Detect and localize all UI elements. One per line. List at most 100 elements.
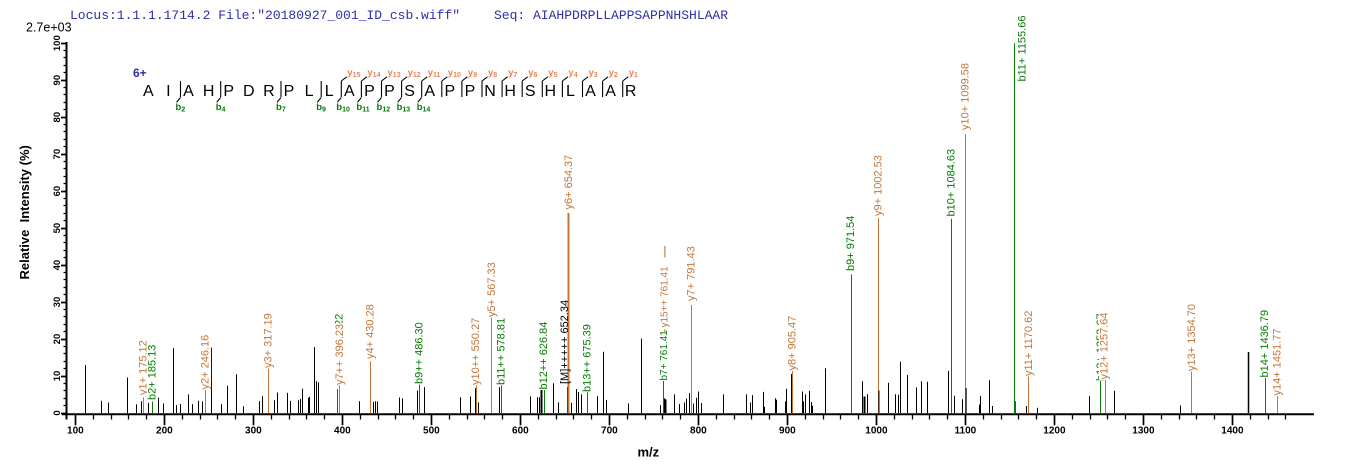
svg-text:[M]+++++ 652.34: [M]+++++ 652.34	[559, 300, 571, 384]
svg-text:y6: y6	[528, 68, 537, 80]
svg-text:y10+ 1099.58: y10+ 1099.58	[960, 63, 972, 130]
svg-text:I: I	[166, 83, 170, 100]
svg-text:Relative Intensity (%): Relative Intensity (%)	[17, 145, 32, 279]
svg-text:y15++ 761.41: y15++ 761.41	[660, 266, 671, 328]
svg-text:b11: b11	[356, 102, 369, 114]
svg-text:20: 20	[52, 334, 63, 345]
svg-text:b9++ 486.30: b9++ 486.30	[413, 322, 425, 384]
svg-text:y8+ 905.47: y8+ 905.47	[786, 316, 798, 371]
svg-text:b7+ 761.41: b7+ 761.41	[659, 330, 670, 381]
svg-text:y12: y12	[408, 68, 421, 80]
svg-text:500: 500	[423, 425, 440, 436]
svg-text:y2: y2	[609, 68, 618, 80]
svg-text:b10: b10	[336, 102, 350, 114]
svg-text:y8: y8	[488, 68, 497, 80]
svg-text:70: 70	[52, 149, 63, 160]
svg-text:y2+ 246.16: y2+ 246.16	[200, 335, 212, 390]
svg-text:10: 10	[52, 371, 63, 382]
svg-text:P: P	[364, 83, 375, 100]
svg-text:D: D	[243, 83, 255, 100]
svg-text:S: S	[404, 83, 415, 100]
svg-text:700: 700	[601, 425, 618, 436]
svg-text:A: A	[424, 83, 435, 100]
svg-text:1400: 1400	[1221, 425, 1244, 436]
svg-text:y9: y9	[468, 68, 477, 80]
svg-text:60: 60	[52, 186, 63, 197]
svg-text:100: 100	[52, 35, 63, 51]
svg-text:2.7e+03: 2.7e+03	[26, 21, 72, 35]
svg-text:y3: y3	[589, 68, 598, 80]
svg-text:A: A	[143, 83, 154, 100]
svg-text:6+: 6+	[133, 66, 147, 80]
svg-text:A: A	[585, 83, 596, 100]
svg-text:b11++ 578.81: b11++ 578.81	[496, 318, 508, 385]
svg-text:R: R	[263, 83, 275, 100]
svg-text:b2+ 185.13: b2+ 185.13	[147, 345, 159, 400]
svg-text:y14+ 1451.77: y14+ 1451.77	[1271, 329, 1283, 396]
svg-text:1300: 1300	[1132, 425, 1155, 436]
svg-text:100: 100	[67, 425, 84, 436]
svg-text:b13++ 675.39: b13++ 675.39	[582, 324, 594, 392]
svg-text:y15: y15	[347, 68, 360, 80]
svg-text:b12: b12	[377, 102, 391, 114]
svg-text:A: A	[344, 83, 355, 100]
svg-text:L: L	[566, 83, 575, 100]
svg-text:y11+ 1170.62: y11+ 1170.62	[1023, 311, 1035, 376]
svg-text:80: 80	[52, 112, 63, 123]
svg-text:Seq: AIAHPDRPLLAPPSAPPNHSHLAAR: Seq: AIAHPDRPLLAPPSAPPNHSHLAAR	[494, 8, 728, 23]
svg-text:y7: y7	[508, 68, 517, 80]
svg-text:H: H	[203, 83, 215, 100]
svg-text:22: 22	[334, 314, 346, 326]
svg-text:b12++ 626.84: b12++ 626.84	[538, 322, 550, 390]
svg-text:0: 0	[52, 410, 63, 415]
svg-text:S: S	[525, 83, 536, 100]
svg-text:b14: b14	[417, 102, 431, 114]
svg-text:y14: y14	[367, 68, 380, 80]
svg-text:L: L	[305, 83, 314, 100]
svg-text:y13: y13	[388, 68, 401, 80]
svg-text:y1+ 175.12: y1+ 175.12	[137, 340, 149, 395]
svg-text:b9+ 971.54: b9+ 971.54	[845, 216, 857, 271]
svg-text:y5: y5	[548, 68, 557, 80]
svg-text:b9: b9	[316, 102, 326, 114]
svg-text:300: 300	[245, 425, 262, 436]
svg-text:40: 40	[52, 260, 63, 271]
svg-text:P: P	[384, 83, 395, 100]
svg-text:y10++ 550.27: y10++ 550.27	[470, 318, 482, 385]
svg-text:30: 30	[52, 297, 63, 308]
svg-text:50: 50	[52, 223, 63, 234]
svg-text:m/z: m/z	[638, 444, 660, 459]
svg-text:b4: b4	[216, 102, 226, 114]
svg-text:Locus:1.1.1.1714.2 File:"20180: Locus:1.1.1.1714.2 File:"20180927_001_ID…	[70, 8, 460, 23]
svg-text:N: N	[484, 83, 496, 100]
svg-text:y12+ 1257.64: y12+ 1257.64	[1099, 313, 1111, 380]
svg-text:200: 200	[156, 425, 173, 436]
svg-text:y5+ 567.33: y5+ 567.33	[486, 262, 498, 317]
svg-text:y9+ 1002.53: y9+ 1002.53	[873, 155, 885, 216]
svg-text:R: R	[625, 83, 637, 100]
svg-text:A: A	[605, 83, 616, 100]
svg-text:y3+ 317.19: y3+ 317.19	[263, 313, 275, 368]
svg-text:b14+ 1436.79: b14+ 1436.79	[1259, 310, 1271, 378]
svg-text:y6+ 654.37: y6+ 654.37	[563, 155, 575, 210]
svg-text:900: 900	[779, 425, 796, 436]
svg-text:600: 600	[512, 425, 529, 436]
svg-text:y10: y10	[448, 68, 461, 80]
svg-text:1200: 1200	[1043, 425, 1066, 436]
svg-text:y11: y11	[428, 68, 441, 80]
svg-text:800: 800	[690, 425, 707, 436]
svg-text:1100: 1100	[955, 425, 977, 436]
svg-text:L: L	[325, 83, 334, 100]
svg-text:H: H	[504, 83, 516, 100]
svg-text:A: A	[183, 83, 194, 100]
svg-text:y13+ 1354.70: y13+ 1354.70	[1186, 304, 1198, 371]
svg-text:P: P	[444, 83, 455, 100]
svg-text:1000: 1000	[865, 425, 888, 436]
svg-text:P: P	[223, 83, 234, 100]
svg-text:400: 400	[334, 425, 351, 436]
svg-text:y7++ 396.23: y7++ 396.23	[334, 324, 346, 385]
svg-text:y1: y1	[629, 68, 638, 80]
svg-text:P: P	[465, 83, 476, 100]
svg-text:H: H	[545, 83, 557, 100]
svg-text:b10+ 1084.63: b10+ 1084.63	[946, 149, 958, 217]
